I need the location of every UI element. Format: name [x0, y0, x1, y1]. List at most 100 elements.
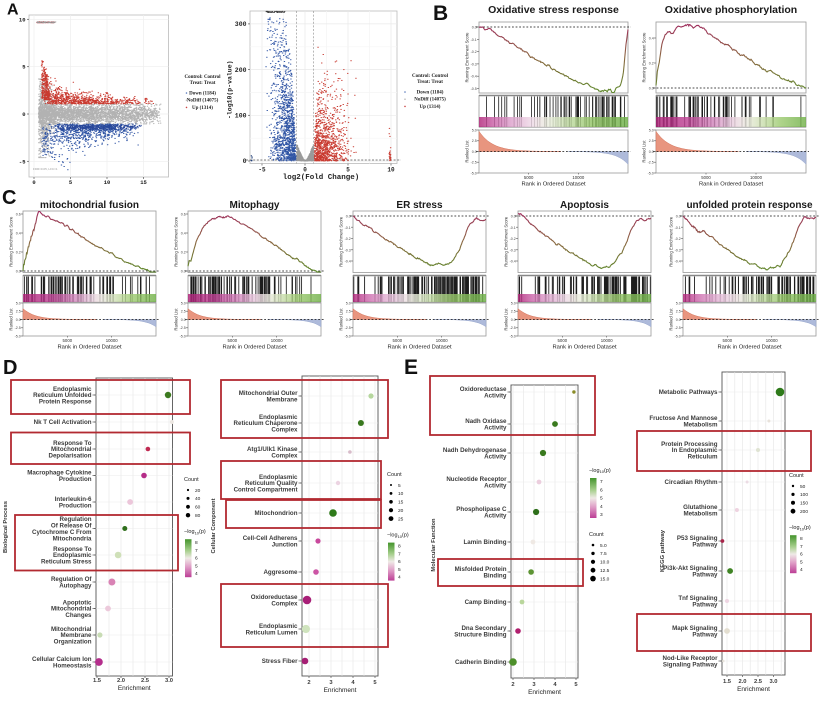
svg-text:5.0: 5.0: [346, 301, 351, 305]
svg-text:2.0: 2.0: [117, 678, 125, 684]
svg-text:Production: Production: [59, 476, 92, 483]
svg-text:Mitochondrion: Mitochondrion: [255, 510, 298, 517]
svg-text:0.0: 0.0: [649, 87, 654, 91]
svg-text:-5.0: -5.0: [510, 334, 516, 338]
svg-text:5000: 5000: [701, 175, 711, 180]
svg-text:D: D: [3, 357, 17, 379]
svg-text:3: 3: [532, 682, 536, 688]
svg-text:log2(Fold Change): log2(Fold Change): [283, 174, 360, 182]
svg-text:KEGG pathway: KEGG pathway: [660, 529, 666, 572]
svg-text:Mitochondrial: Mitochondrial: [51, 626, 92, 633]
svg-text:Nod-Like Receptor: Nod-Like Receptor: [662, 655, 718, 662]
svg-text:Structure Binding: Structure Binding: [454, 631, 506, 638]
svg-text:-5: -5: [19, 158, 26, 165]
svg-text:-5.0: -5.0: [471, 171, 477, 175]
svg-text:1.5: 1.5: [93, 678, 102, 684]
svg-text:-5.0: -5.0: [345, 334, 351, 338]
svg-text:Ranked List: Ranked List: [339, 308, 344, 331]
svg-text:40: 40: [195, 496, 201, 502]
svg-text:mitochondrial fusion: mitochondrial fusion: [40, 200, 139, 211]
svg-text:3: 3: [600, 512, 603, 518]
svg-text:Cell-Cell Adherens: Cell-Cell Adherens: [243, 535, 298, 542]
svg-text:0.0: 0.0: [346, 215, 351, 219]
svg-text:0: 0: [32, 179, 35, 186]
svg-text:5000: 5000: [228, 338, 238, 343]
svg-text:5000: 5000: [524, 175, 534, 180]
svg-text:Pathway: Pathway: [692, 571, 718, 578]
svg-text:Endoplasmic: Endoplasmic: [53, 386, 92, 393]
svg-text:Running Enrichment Score: Running Enrichment Score: [9, 216, 14, 267]
svg-text:-2.5: -2.5: [648, 161, 654, 165]
svg-text:6: 6: [195, 556, 198, 562]
svg-text:5.0: 5.0: [600, 543, 607, 549]
svg-text:Ranked List: Ranked List: [669, 308, 674, 331]
svg-text:0.0: 0.0: [676, 318, 681, 322]
svg-text:FDR=0.05, LFC=1: FDR=0.05, LFC=1: [33, 167, 58, 171]
svg-text:Nk T Cell Activation: Nk T Cell Activation: [34, 419, 92, 426]
svg-text:-2.5: -2.5: [180, 326, 186, 330]
svg-text:5: 5: [346, 167, 350, 174]
svg-text:Metabolism: Metabolism: [683, 421, 718, 428]
svg-text:5: 5: [600, 496, 603, 502]
svg-text:2: 2: [511, 682, 514, 688]
svg-text:0.0: 0.0: [181, 318, 186, 322]
svg-text:Activity: Activity: [484, 512, 507, 519]
svg-text:-2.5: -2.5: [471, 161, 477, 165]
svg-text:4: 4: [351, 680, 355, 686]
svg-text:Rank in Ordered Dataset: Rank in Ordered Dataset: [387, 345, 452, 351]
svg-text:20: 20: [398, 508, 404, 514]
svg-text:Biological Process: Biological Process: [3, 501, 9, 553]
svg-text:0.0: 0.0: [16, 318, 21, 322]
svg-text:10000: 10000: [601, 338, 614, 343]
svg-text:In Endoplasmic: In Endoplasmic: [672, 447, 718, 454]
svg-text:-0.4: -0.4: [345, 260, 351, 264]
svg-text:Mitochondrial: Mitochondrial: [51, 446, 92, 453]
svg-text:10000: 10000: [750, 175, 763, 180]
svg-text:Rank in Ordered Dataset: Rank in Ordered Dataset: [521, 182, 586, 188]
svg-text:−log10(p): −log10(p): [387, 533, 409, 539]
svg-text:0: 0: [303, 167, 307, 174]
svg-text:10: 10: [19, 16, 26, 23]
svg-text:Enrichment: Enrichment: [528, 689, 561, 696]
svg-text:Cellular Calcium Ion: Cellular Calcium Ion: [32, 656, 92, 663]
svg-text:Oxidative stress response: Oxidative stress response: [488, 4, 619, 16]
svg-text:2.5: 2.5: [649, 139, 654, 143]
svg-text:10.0: 10.0: [600, 560, 610, 566]
svg-text:4: 4: [398, 575, 401, 581]
svg-text:2.5: 2.5: [181, 310, 186, 314]
svg-text:Count: Count: [789, 473, 804, 479]
svg-text:Running Enrichment Score: Running Enrichment Score: [339, 216, 344, 267]
svg-text:2.5: 2.5: [141, 678, 150, 684]
svg-text:50: 50: [800, 484, 806, 490]
svg-text:0: 0: [243, 158, 247, 165]
svg-text:-5.0: -5.0: [648, 171, 654, 175]
svg-text:200: 200: [235, 67, 247, 74]
svg-text:Running Enrichment Score: Running Enrichment Score: [642, 32, 647, 83]
svg-text:Control Compartment: Control Compartment: [234, 487, 298, 494]
svg-text:8: 8: [800, 536, 803, 542]
svg-text:-0.1: -0.1: [345, 226, 351, 230]
svg-text:0.0: 0.0: [472, 26, 477, 30]
svg-text:Count: Count: [589, 532, 604, 538]
svg-text:100: 100: [235, 113, 247, 120]
svg-text:Pathway: Pathway: [692, 541, 718, 548]
svg-text:10000: 10000: [436, 338, 449, 343]
svg-text:Lamin Binding: Lamin Binding: [464, 539, 507, 546]
svg-text:−log10(p): −log10(p): [789, 525, 811, 531]
svg-text:Protein Response: Protein Response: [39, 399, 92, 406]
svg-text:4: 4: [600, 504, 603, 510]
svg-text:-0.1: -0.1: [675, 226, 681, 230]
svg-text:Enrichment: Enrichment: [737, 686, 770, 693]
svg-text:Running Enrichment Score: Running Enrichment Score: [174, 216, 179, 267]
svg-text:0.6: 0.6: [181, 213, 186, 217]
svg-text:Endoplasmic: Endoplasmic: [259, 623, 298, 630]
svg-text:-0.2: -0.2: [345, 237, 351, 241]
svg-text:Depolarisation: Depolarisation: [49, 453, 92, 460]
svg-text:Mitochondrial Outer: Mitochondrial Outer: [239, 390, 298, 397]
svg-text:5: 5: [195, 563, 198, 569]
svg-text:300: 300: [235, 21, 247, 28]
svg-text:-0.3: -0.3: [471, 62, 477, 66]
svg-text:15.0: 15.0: [600, 576, 610, 582]
svg-text:-log10(p-value): -log10(p-value): [227, 60, 234, 119]
svg-text:100: 100: [800, 492, 808, 498]
